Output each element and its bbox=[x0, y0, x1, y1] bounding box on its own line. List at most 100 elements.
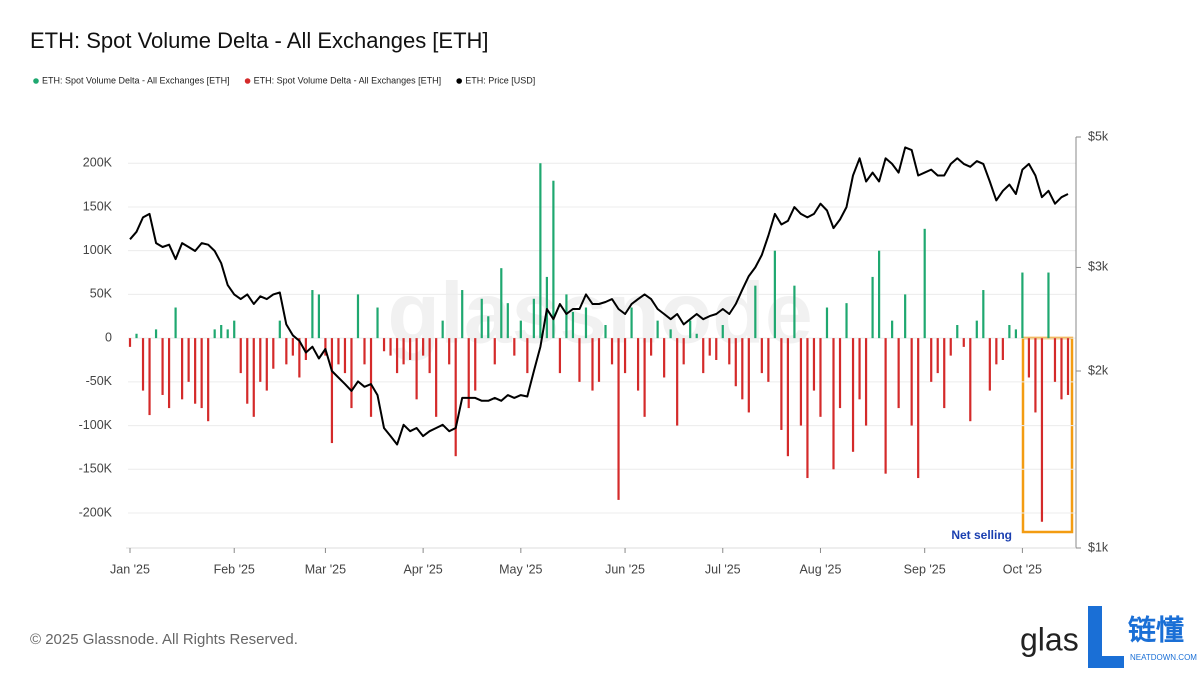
bar bbox=[141, 338, 145, 391]
y2-tick-label: $2k bbox=[1088, 363, 1109, 377]
bar bbox=[728, 338, 731, 365]
legend-swatch bbox=[456, 78, 462, 84]
bar bbox=[1066, 338, 1070, 395]
bar bbox=[663, 338, 666, 378]
y-tick-label: -100K bbox=[79, 418, 113, 432]
bar bbox=[1027, 338, 1031, 378]
bar bbox=[454, 338, 457, 457]
bar bbox=[845, 303, 848, 339]
bar bbox=[1034, 338, 1037, 413]
bar bbox=[571, 311, 575, 339]
x-tick-label: Apr '25 bbox=[404, 562, 443, 576]
bar bbox=[956, 325, 959, 339]
bar bbox=[200, 338, 203, 409]
bar bbox=[1008, 325, 1011, 339]
bar bbox=[858, 338, 861, 400]
bar bbox=[656, 320, 659, 339]
bar bbox=[304, 338, 307, 360]
bar bbox=[754, 285, 757, 339]
bar bbox=[187, 338, 190, 382]
bar bbox=[487, 316, 490, 339]
bar bbox=[389, 338, 392, 356]
bar bbox=[597, 338, 601, 382]
bar bbox=[891, 320, 894, 339]
bar bbox=[220, 325, 223, 339]
bar bbox=[343, 338, 347, 374]
bar bbox=[363, 338, 366, 365]
bar bbox=[962, 338, 965, 347]
y-tick-label: 0 bbox=[105, 330, 112, 344]
bar bbox=[128, 338, 132, 347]
bar bbox=[526, 338, 529, 374]
bar bbox=[539, 163, 542, 339]
bar bbox=[226, 329, 229, 339]
bar bbox=[148, 338, 151, 416]
bar bbox=[1001, 338, 1004, 360]
x-tick-label: Oct '25 bbox=[1003, 562, 1042, 576]
bar bbox=[324, 338, 327, 356]
bar bbox=[545, 276, 548, 339]
legend: ETH: Spot Volume Delta - All Exchanges [… bbox=[33, 75, 535, 85]
bar bbox=[695, 333, 698, 339]
bar bbox=[851, 338, 855, 452]
bar bbox=[565, 294, 568, 339]
bar bbox=[767, 338, 770, 382]
bar bbox=[265, 338, 268, 391]
x-tick-label: Jun '25 bbox=[605, 562, 645, 576]
bar bbox=[337, 338, 340, 365]
bar bbox=[923, 228, 926, 339]
chart-title: ETH: Spot Volume Delta - All Exchanges [… bbox=[30, 28, 489, 53]
bar bbox=[780, 338, 783, 430]
bar bbox=[441, 320, 444, 339]
bar bbox=[584, 307, 588, 339]
bar bbox=[298, 338, 301, 378]
bar bbox=[682, 338, 685, 365]
bar bbox=[988, 338, 991, 391]
y-tick-label: -150K bbox=[79, 462, 113, 476]
bar bbox=[278, 320, 281, 339]
bar bbox=[435, 338, 438, 417]
bar bbox=[1047, 272, 1050, 339]
bar bbox=[760, 338, 763, 374]
bar bbox=[773, 250, 776, 339]
bar bbox=[689, 320, 692, 339]
bar bbox=[376, 307, 379, 339]
bar bbox=[669, 329, 672, 339]
x-tick-label: Aug '25 bbox=[799, 562, 841, 576]
bar bbox=[382, 338, 386, 352]
x-tick-label: May '25 bbox=[499, 562, 542, 576]
bar bbox=[513, 338, 516, 356]
bar bbox=[793, 285, 796, 339]
x-tick-label: Jan '25 bbox=[110, 562, 150, 576]
bar bbox=[636, 338, 640, 391]
x-tick-label: Mar '25 bbox=[305, 562, 346, 576]
bar bbox=[252, 338, 255, 417]
bar bbox=[194, 338, 197, 404]
bar bbox=[506, 303, 509, 339]
y-tick-label: -50K bbox=[86, 374, 113, 388]
bar bbox=[630, 307, 633, 339]
bar bbox=[864, 338, 868, 426]
bar bbox=[369, 338, 373, 417]
logo-mark: 链懂 bbox=[1128, 614, 1184, 645]
bar bbox=[356, 294, 360, 339]
bar bbox=[422, 338, 425, 356]
bar bbox=[350, 338, 353, 409]
bar bbox=[741, 338, 744, 400]
bar bbox=[897, 338, 900, 409]
bar bbox=[708, 338, 711, 356]
bar bbox=[493, 338, 496, 365]
bar bbox=[285, 338, 288, 365]
bar bbox=[604, 325, 607, 339]
y-tick-label: 150K bbox=[83, 199, 113, 213]
bar bbox=[480, 298, 483, 339]
bar bbox=[617, 338, 620, 500]
bar bbox=[246, 338, 249, 404]
bar bbox=[995, 338, 998, 365]
bar bbox=[702, 338, 705, 374]
bar bbox=[448, 338, 451, 365]
bar bbox=[174, 307, 177, 339]
bar bbox=[207, 338, 210, 422]
legend-label: ETH: Spot Volume Delta - All Exchanges [… bbox=[42, 75, 230, 85]
